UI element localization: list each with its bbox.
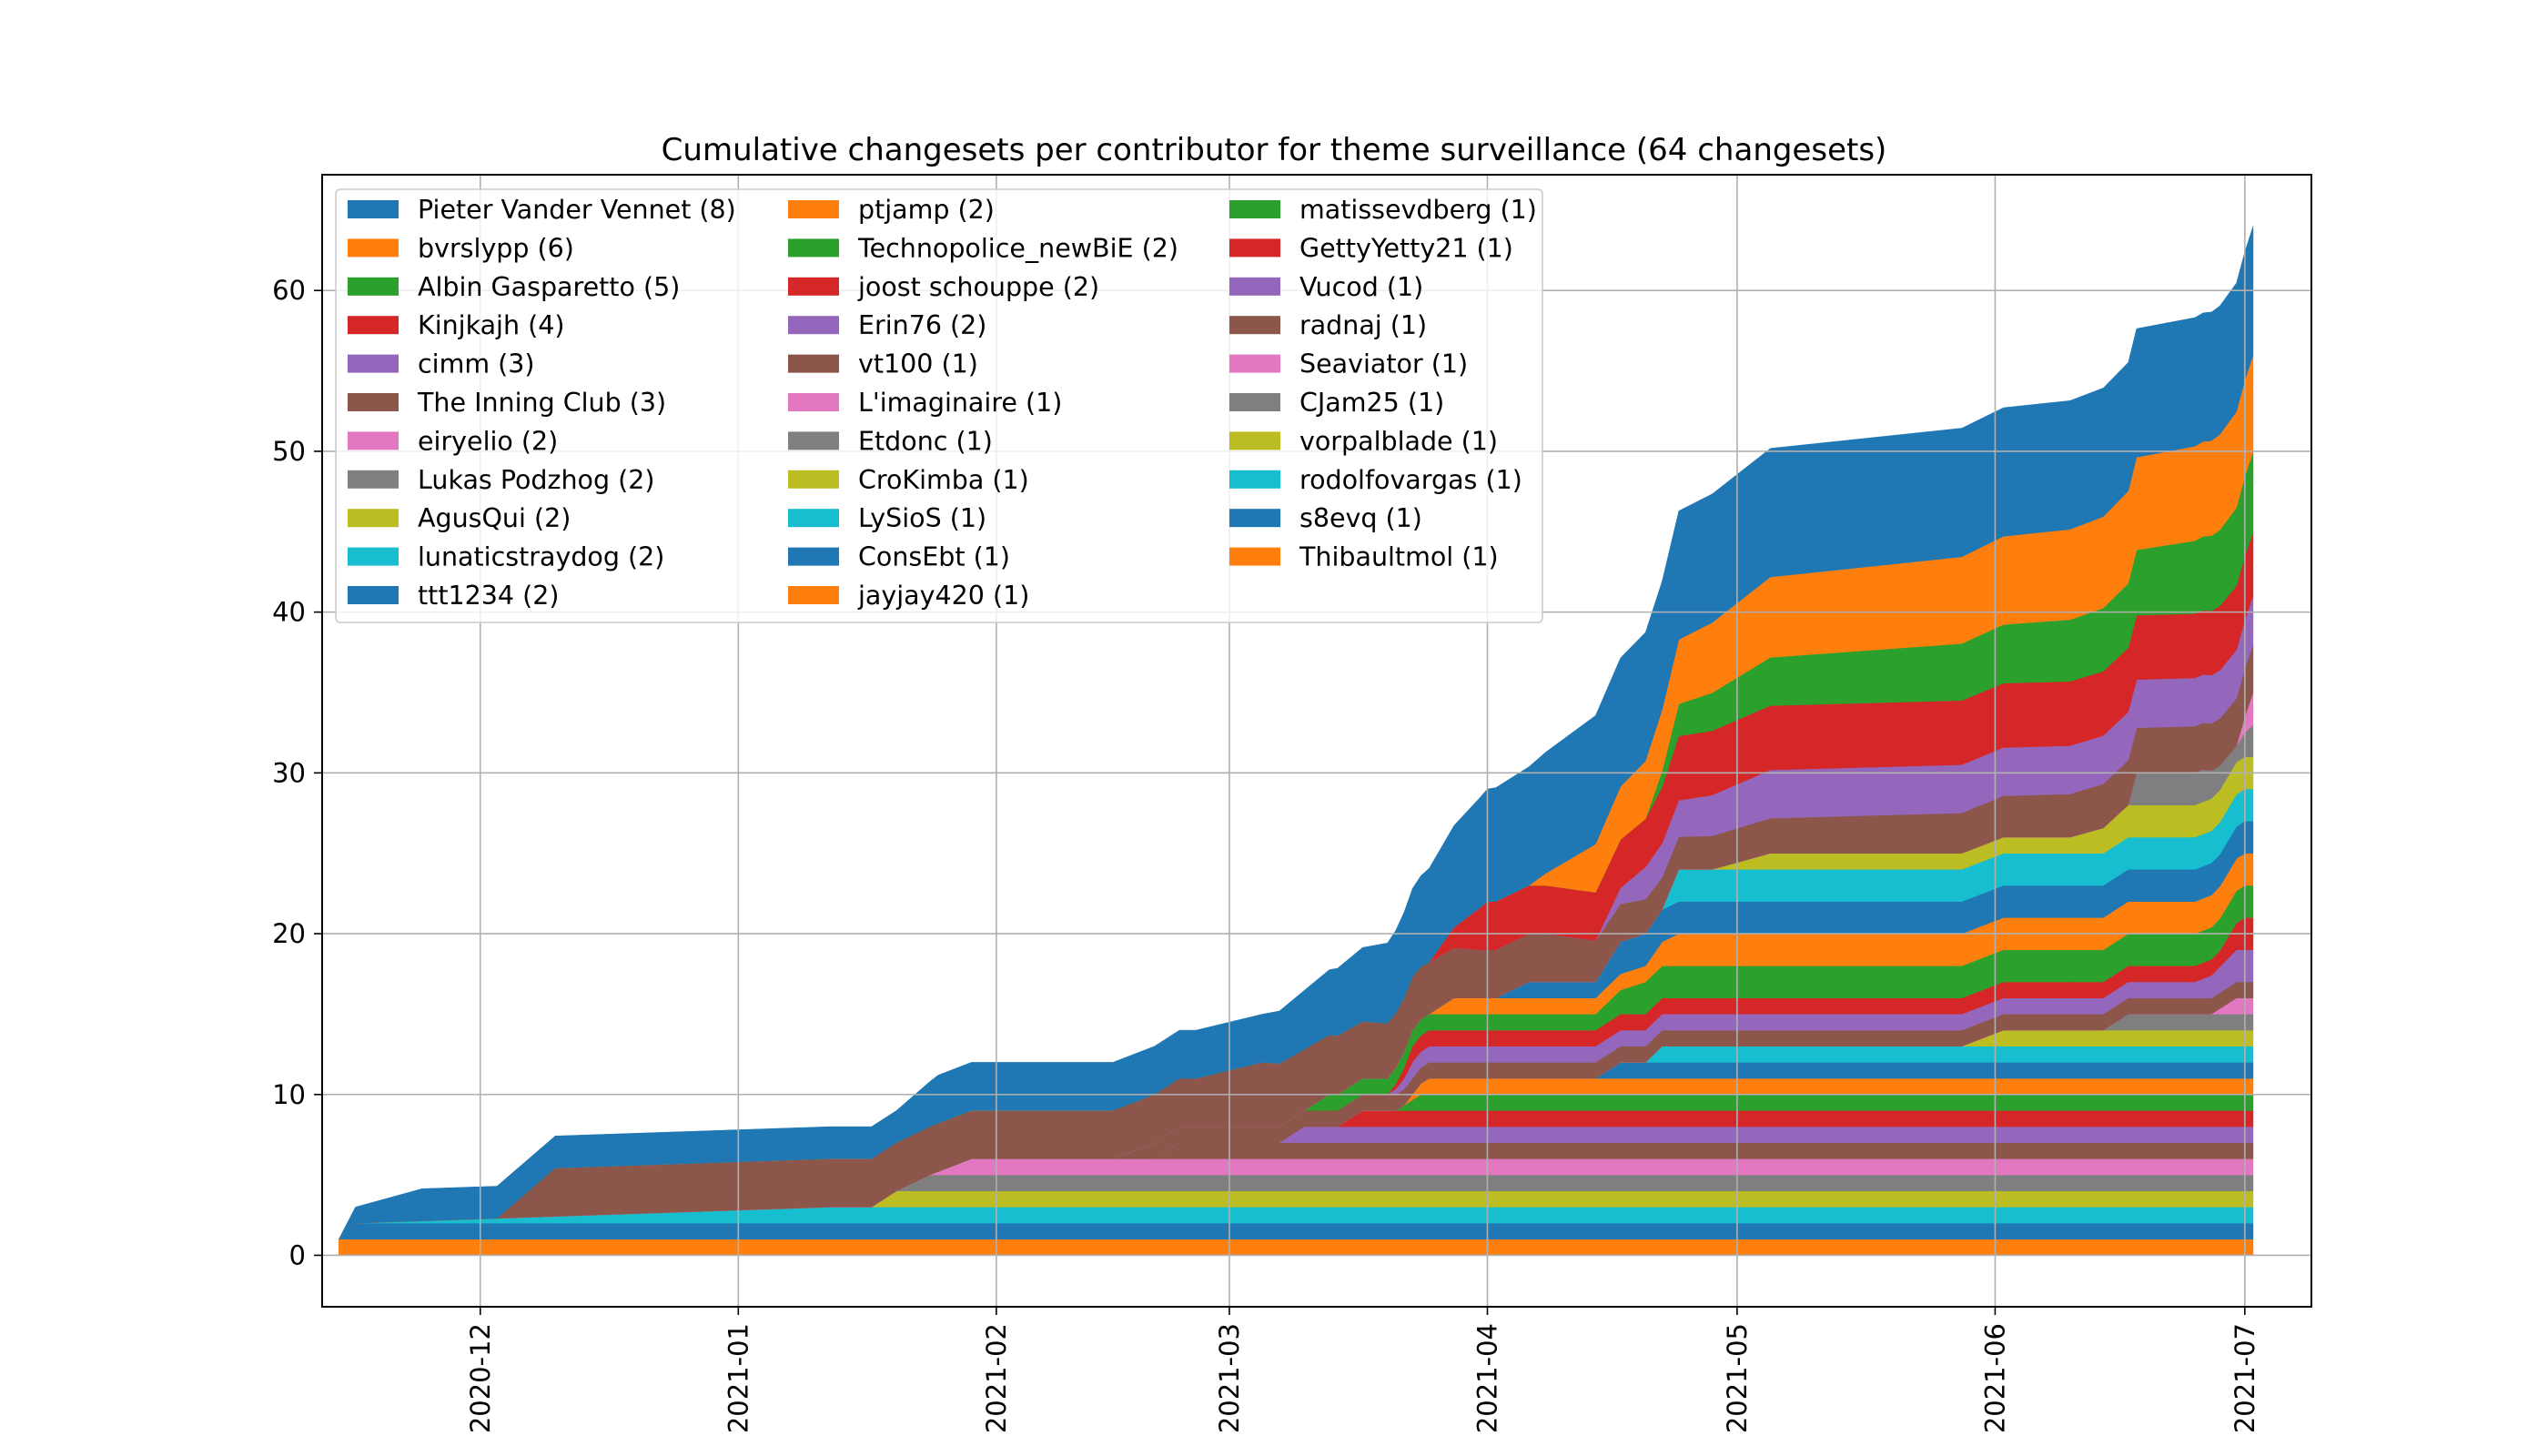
legend-swatch (788, 431, 839, 450)
legend-swatch (1229, 354, 1280, 373)
area-series-0 (339, 1239, 2254, 1256)
legend-swatch (788, 200, 839, 218)
area-series-1 (338, 1222, 2254, 1240)
legend-label: ttt1234 (2) (418, 581, 559, 611)
chart-legend: Pieter Vander Vennet (8) bvrslypp (6) Albi… (335, 188, 1543, 623)
x-tick-label: 2021-01 (723, 1323, 753, 1433)
legend-swatch (1229, 238, 1280, 258)
legend-swatch (788, 547, 839, 566)
x-tick-label: 2021-06 (1979, 1323, 2010, 1433)
legend-label: rodolfovargas (1) (1299, 465, 1522, 495)
x-tick-label: 2021-03 (1214, 1323, 1245, 1433)
x-tick-label: 2021-02 (981, 1323, 1012, 1433)
legend-swatch (788, 316, 839, 335)
legend-swatch (348, 277, 399, 296)
y-tick-label: 0 (289, 1239, 306, 1270)
legend-label: Seaviator (1) (1299, 349, 1468, 379)
legend-swatch (788, 354, 839, 373)
y-tick-label: 20 (272, 918, 306, 949)
legend-swatch (1229, 470, 1280, 489)
y-tick-label: 30 (272, 757, 306, 788)
legend-label: Technopolice_newBiE (2) (857, 233, 1178, 263)
legend-label: jayjay420 (1) (857, 581, 1029, 611)
legend-label: bvrslypp (6) (418, 233, 574, 263)
legend-swatch (1229, 277, 1280, 296)
legend-swatch (348, 431, 399, 450)
x-tick-label: 2021-04 (1472, 1323, 1503, 1433)
legend-label: matissevdberg (1) (1299, 195, 1537, 225)
legend-label: L'imaginaire (1) (858, 388, 1062, 418)
legend-swatch (788, 238, 839, 258)
legend-label: radnaj (1) (1299, 310, 1427, 340)
legend-swatch (1229, 547, 1280, 566)
chart-title: Cumulative changesets per contributor fo… (662, 132, 1887, 168)
y-tick-label: 50 (272, 436, 306, 467)
legend-label: LySioS (1) (858, 503, 986, 533)
legend-label: Erin76 (2) (858, 310, 986, 340)
legend-label: Pieter Vander Vennet (8) (418, 195, 736, 225)
area-layer (338, 226, 2254, 1256)
legend-label: AgusQui (2) (418, 503, 571, 533)
y-tick-label: 40 (272, 597, 306, 628)
legend-label: Etdonc (1) (858, 426, 993, 456)
legend-label: Kinjkajh (4) (418, 310, 564, 340)
x-tick-label: 2020-12 (465, 1323, 496, 1433)
legend-label: CJam25 (1) (1299, 388, 1444, 418)
legend-swatch (788, 470, 839, 489)
legend-label: Lukas Podzhog (2) (418, 465, 655, 495)
legend-swatch (348, 354, 399, 373)
legend-swatch (348, 547, 399, 566)
legend-label: Thibaultmol (1) (1299, 542, 1499, 572)
legend-swatch (348, 238, 399, 258)
legend-swatch (1229, 431, 1280, 450)
x-tick-label: 2021-07 (2230, 1323, 2260, 1433)
legend-swatch (1229, 393, 1280, 411)
axes-frame (321, 174, 2312, 1308)
legend-swatch (788, 586, 839, 604)
legend-swatch (348, 393, 399, 411)
legend-label: CroKimba (1) (858, 465, 1029, 495)
legend-swatch (348, 470, 399, 489)
legend-label: Albin Gasparetto (5) (418, 272, 680, 302)
legend-swatch (348, 200, 399, 218)
legend-swatch (1229, 200, 1280, 218)
legend-label: Vucod (1) (1299, 272, 1423, 302)
y-tick-label: 10 (272, 1079, 306, 1110)
legend-label: The Inning Club (3) (417, 388, 666, 418)
legend-swatch (348, 509, 399, 528)
tick-layer: 2020-12 2021-01 2021-02 2021-03 2021-04 2021-… (272, 275, 2260, 1433)
legend-label: s8evq (1) (1299, 503, 1422, 533)
legend-swatch (1229, 509, 1280, 528)
legend-swatch (788, 393, 839, 411)
legend-swatch (788, 277, 839, 296)
legend-swatch (1229, 316, 1280, 335)
legend-label: vt100 (1) (858, 349, 978, 379)
legend-label: GettyYetty21 (1) (1299, 233, 1513, 263)
legend-swatch (348, 316, 399, 335)
legend-label: eiryelio (2) (418, 426, 558, 456)
legend-label: ConsEbt (1) (858, 542, 1010, 572)
legend-label: cimm (3) (418, 349, 535, 379)
legend-label: joost schouppe (2) (857, 272, 1099, 302)
legend-label: lunaticstraydog (2) (418, 542, 664, 572)
legend-swatch (348, 586, 399, 604)
y-tick-label: 60 (272, 275, 306, 306)
x-tick-label: 2021-05 (1722, 1323, 1753, 1433)
legend-label: vorpalblade (1) (1299, 426, 1498, 456)
legend-label: ptjamp (2) (858, 195, 995, 225)
legend-swatch (788, 509, 839, 528)
